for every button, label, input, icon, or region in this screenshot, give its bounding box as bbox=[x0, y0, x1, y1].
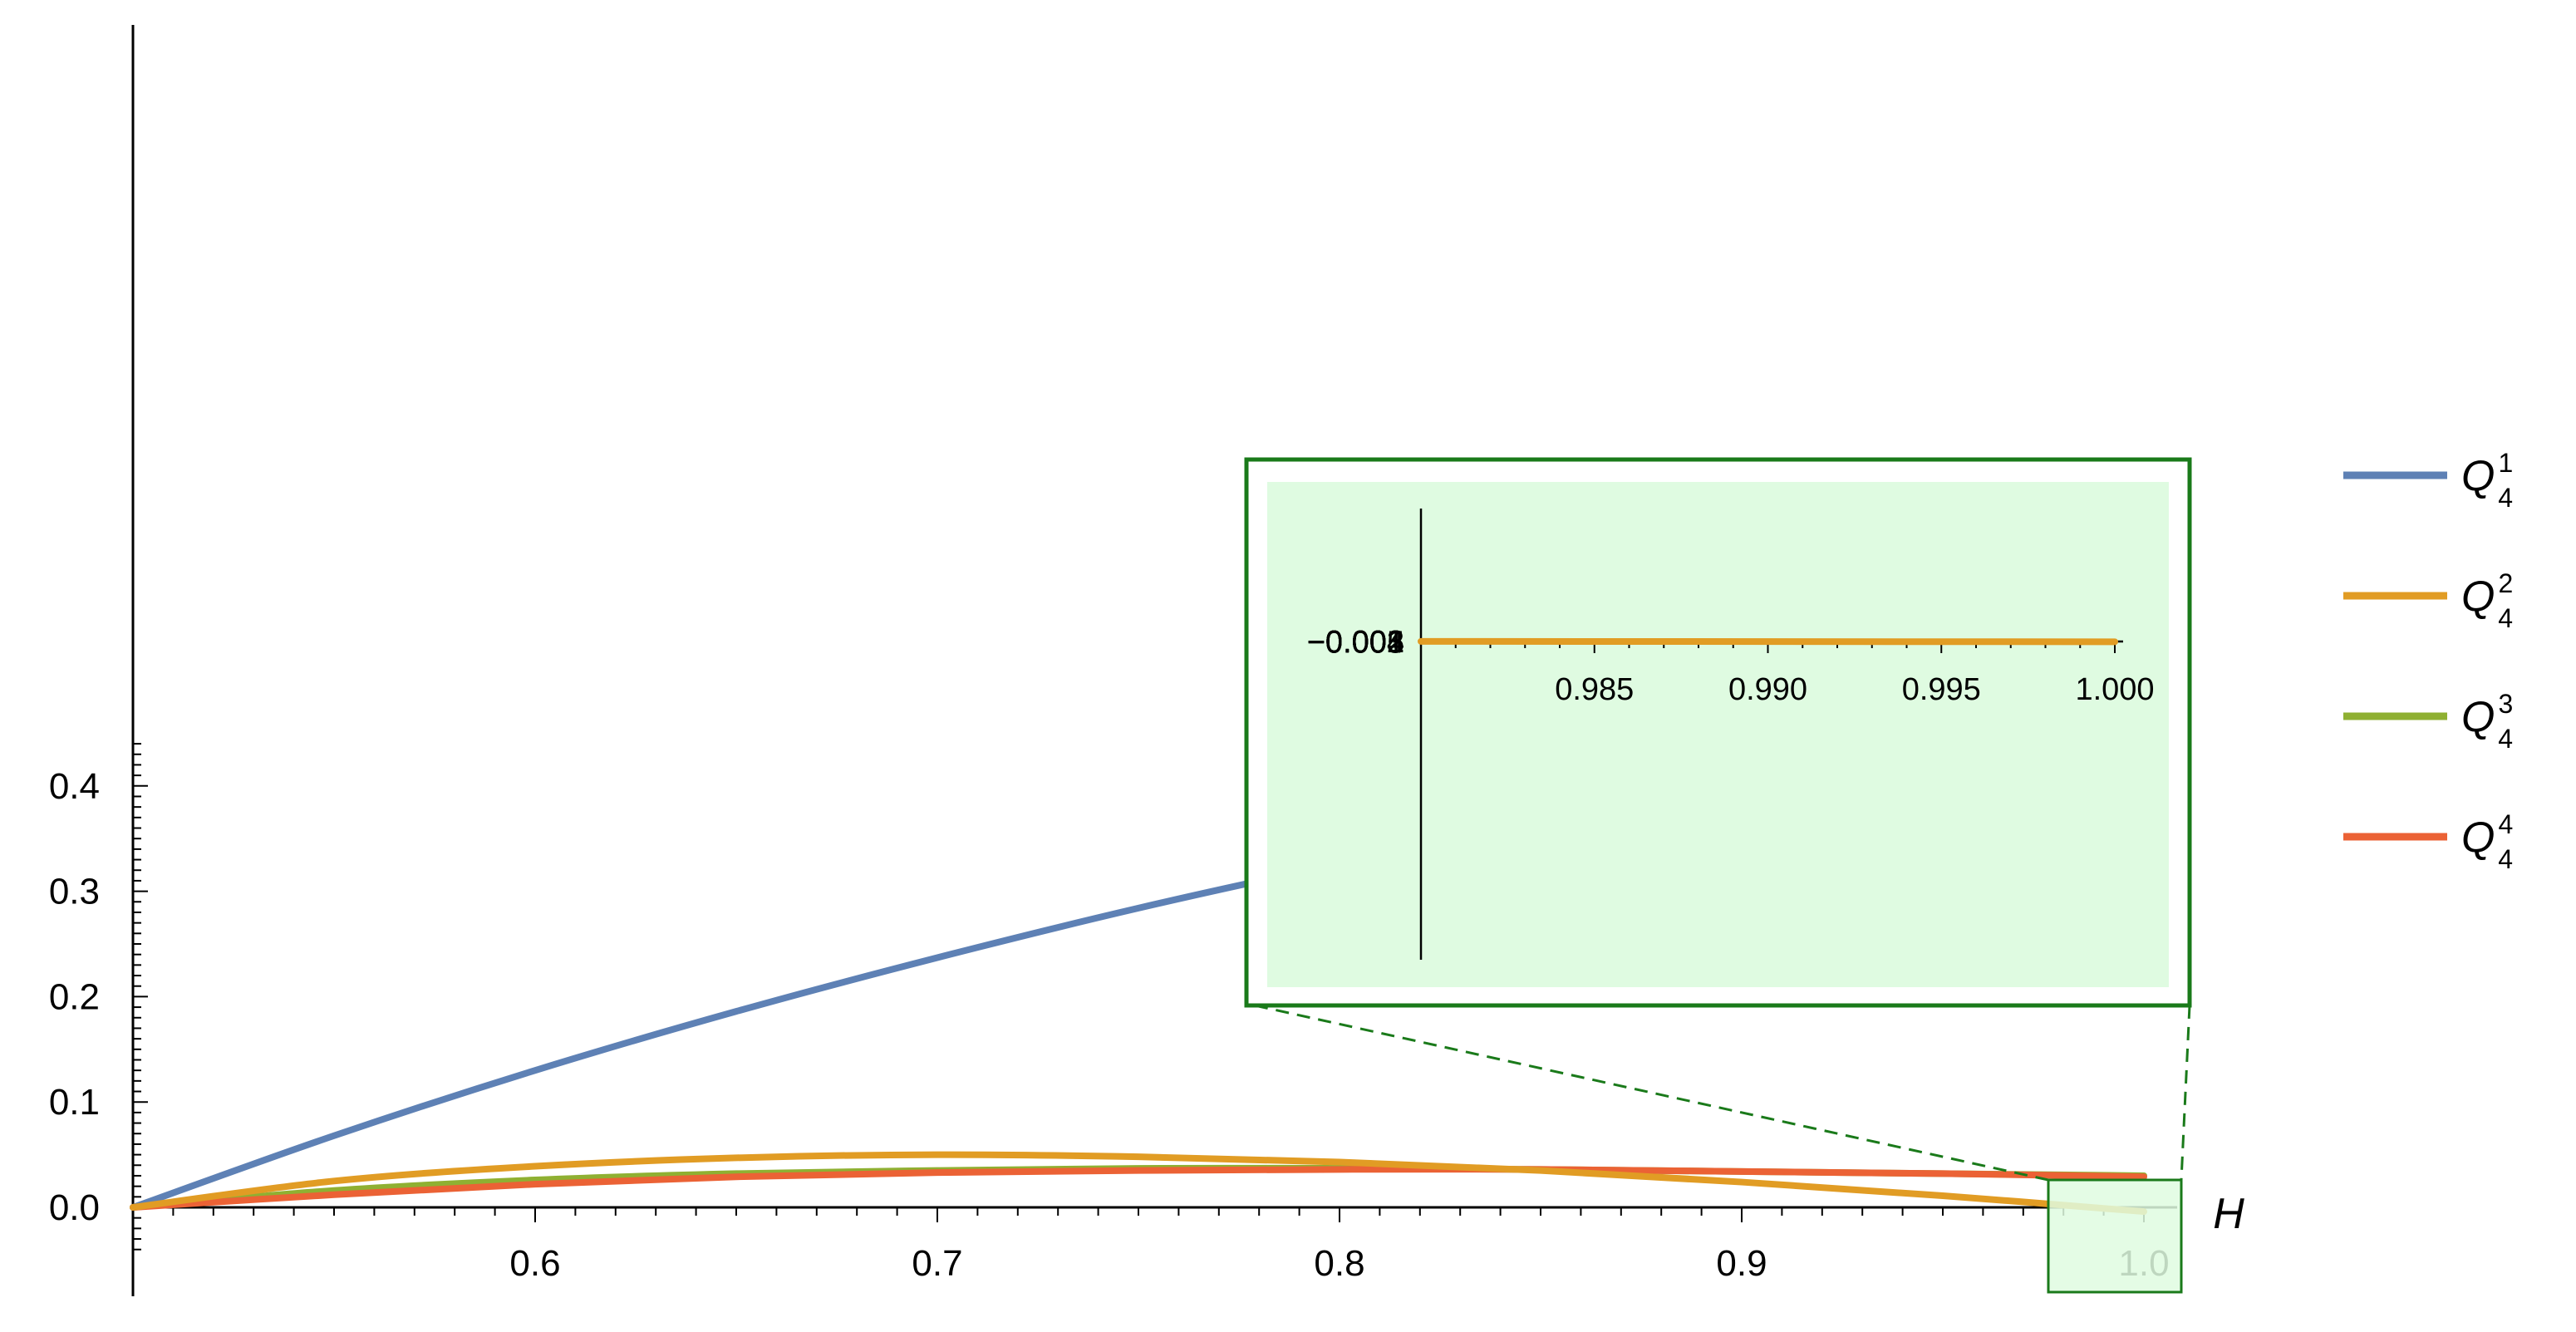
x-axis-title: H bbox=[2213, 1190, 2244, 1238]
inset-x-tick-label: 0.990 bbox=[1728, 672, 1807, 707]
y-tick-label: 0.0 bbox=[49, 1187, 100, 1228]
x-tick-label: 0.7 bbox=[912, 1243, 962, 1284]
legend-label-base: Q bbox=[2461, 452, 2495, 500]
inset-y-tick-label: 0.002 bbox=[1325, 625, 1404, 660]
zoom-region-box bbox=[2047, 1178, 2183, 1294]
series-line-q42 bbox=[130, 1151, 2147, 1216]
series-line-q44 bbox=[130, 1166, 2147, 1211]
zoom-connector-left bbox=[1254, 1004, 2049, 1182]
inset-background bbox=[1267, 482, 2169, 987]
zoom-connector-right bbox=[2180, 1005, 2191, 1181]
legend-label-sup: 2 bbox=[2498, 568, 2513, 598]
inset-y-tick-label: −0.003 bbox=[1307, 625, 1404, 660]
inset-y-tick-label: −0.001 bbox=[1307, 625, 1404, 660]
inset-y-tick-label: −0.005 bbox=[1307, 625, 1404, 660]
legend-label-base: Q bbox=[2461, 573, 2495, 621]
inset-x-tick-label: 1.000 bbox=[2075, 672, 2154, 707]
x-tick-label: 0.9 bbox=[1716, 1243, 1767, 1284]
y-tick-label: 0.3 bbox=[49, 872, 100, 912]
legend-label-base: Q bbox=[2461, 813, 2495, 862]
inset-plot: 0.985 0.990 0.995 1.000 0.0020.001−0.001−0.0… bbox=[1244, 457, 2192, 1008]
y-tick-label: 0.4 bbox=[49, 766, 100, 807]
x-tick-label: 0.8 bbox=[1314, 1243, 1364, 1284]
inset-y-tick-label: 0.001 bbox=[1325, 625, 1404, 660]
inset-y-tick-label: −0.004 bbox=[1307, 625, 1404, 660]
legend-label-sub: 4 bbox=[2498, 603, 2513, 633]
y-tick-label: 0.2 bbox=[49, 976, 100, 1017]
legend: Q 1 4Q 2 4Q 3 4Q 4 4 bbox=[2343, 448, 2513, 874]
legend-label-base: Q bbox=[2461, 693, 2495, 741]
y-tick-label: 0.1 bbox=[49, 1082, 100, 1123]
legend-label-sub: 4 bbox=[2498, 483, 2513, 513]
inset-x-tick-label: 0.995 bbox=[1902, 672, 1981, 707]
x-tick-label: 0.6 bbox=[509, 1243, 560, 1284]
legend-label-sup: 4 bbox=[2498, 809, 2513, 839]
legend-label-sup: 3 bbox=[2498, 689, 2513, 719]
legend-label-sup: 1 bbox=[2498, 448, 2513, 478]
inset-y-tick-label: −0.002 bbox=[1307, 625, 1404, 660]
main-plot: 0.60.70.80.91.00.00.10.20.30.4H bbox=[49, 25, 2244, 1296]
legend-label-sub: 4 bbox=[2498, 724, 2513, 754]
inset-x-tick-label: 0.985 bbox=[1555, 672, 1634, 707]
legend-label-sub: 4 bbox=[2498, 844, 2513, 874]
